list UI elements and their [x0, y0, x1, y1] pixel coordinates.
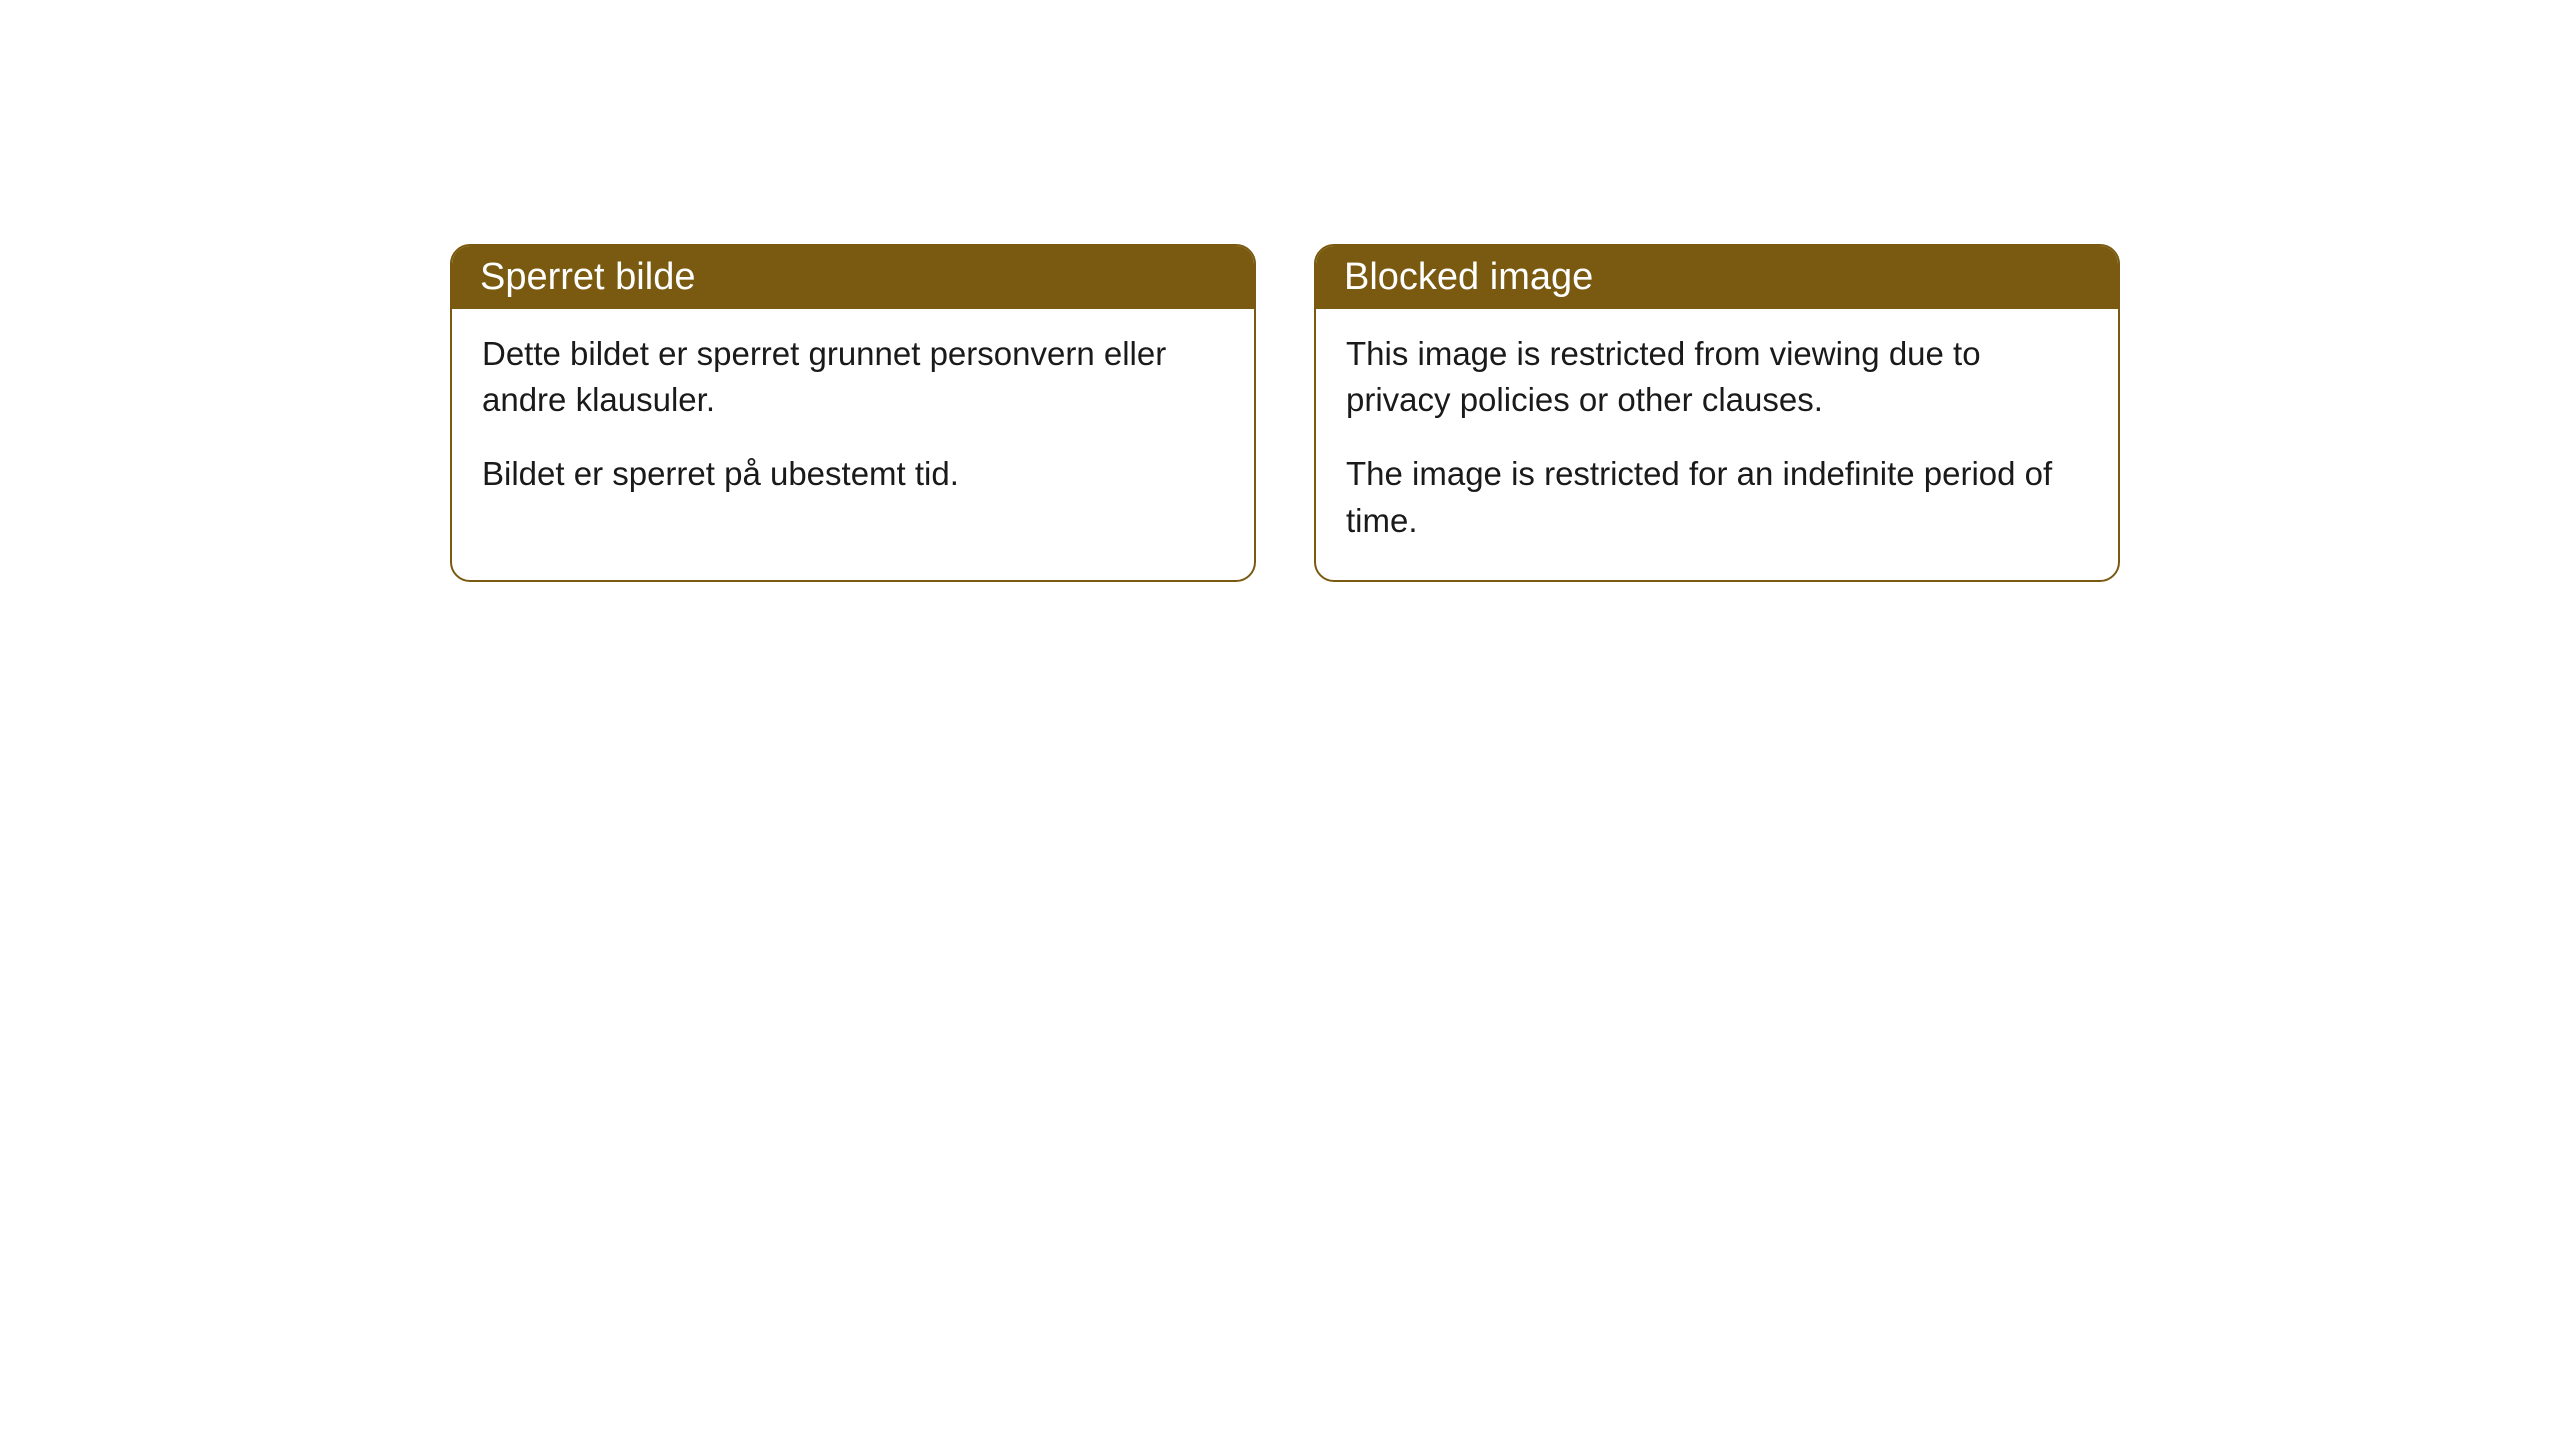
- card-paragraph: This image is restricted from viewing du…: [1346, 331, 2088, 423]
- card-paragraph: The image is restricted for an indefinit…: [1346, 451, 2088, 543]
- card-body: This image is restricted from viewing du…: [1316, 309, 2118, 580]
- card-paragraph: Dette bildet er sperret grunnet personve…: [482, 331, 1224, 423]
- notice-cards-container: Sperret bilde Dette bildet er sperret gr…: [450, 244, 2560, 582]
- card-header: Blocked image: [1316, 246, 2118, 309]
- card-title: Blocked image: [1344, 256, 1593, 298]
- notice-card-norwegian: Sperret bilde Dette bildet er sperret gr…: [450, 244, 1256, 582]
- card-paragraph: Bildet er sperret på ubestemt tid.: [482, 451, 1224, 497]
- card-title: Sperret bilde: [480, 256, 695, 298]
- notice-card-english: Blocked image This image is restricted f…: [1314, 244, 2120, 582]
- card-header: Sperret bilde: [452, 246, 1254, 309]
- card-body: Dette bildet er sperret grunnet personve…: [452, 309, 1254, 534]
